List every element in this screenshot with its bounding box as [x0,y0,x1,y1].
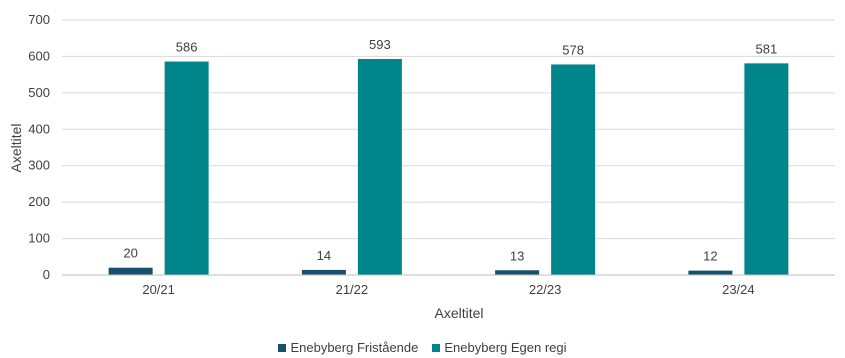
y-tick-label: 100 [28,231,50,246]
y-tick-label: 200 [28,194,50,209]
legend-item-fristaende: Enebyberg Fristående [278,340,418,355]
legend: Enebyberg Fristående Enebyberg Egen regi [0,340,845,355]
x-tick-label: 22/23 [529,282,562,297]
legend-label: Enebyberg Egen regi [444,340,567,355]
bar [744,63,789,275]
bars [108,58,789,276]
y-axis-title: Axeltitel [8,123,24,172]
legend-label: Enebyberg Fristående [290,340,419,355]
data-label: 12 [703,249,717,264]
y-tick-label: 300 [28,158,50,173]
data-label: 20 [123,246,137,261]
x-axis-ticks: 20/21 21/22 22/23 23/24 [142,282,754,297]
bar [357,58,402,275]
bar [164,61,209,276]
data-label: 586 [176,40,198,55]
data-labels: 20 586 14 593 13 578 12 581 [123,37,777,264]
x-tick-label: 21/22 [336,282,369,297]
x-axis-title: Axeltitel [434,305,483,321]
bar [495,270,540,275]
legend-swatch [432,343,441,352]
data-label: 593 [369,37,391,52]
bar [688,270,733,275]
data-label: 14 [317,248,331,263]
data-label: 581 [756,41,778,56]
bar [301,269,346,275]
bar [551,64,596,275]
data-label: 578 [562,42,584,57]
legend-item-egen-regi: Enebyberg Egen regi [432,340,567,355]
data-label: 13 [510,248,524,263]
bar-chart: 0 100 200 300 400 500 600 700 20 586 14 593 13 578 12… [8,12,835,321]
y-tick-label: 500 [28,85,50,100]
x-tick-label: 23/24 [722,282,755,297]
x-tick-label: 20/21 [142,282,175,297]
y-tick-label: 0 [43,267,50,282]
y-tick-label: 400 [28,121,50,136]
legend-swatch [278,343,287,352]
bar [108,267,153,275]
y-tick-label: 600 [28,48,50,63]
y-axis-ticks: 0 100 200 300 400 500 600 700 [28,12,50,282]
y-tick-label: 700 [28,12,50,27]
